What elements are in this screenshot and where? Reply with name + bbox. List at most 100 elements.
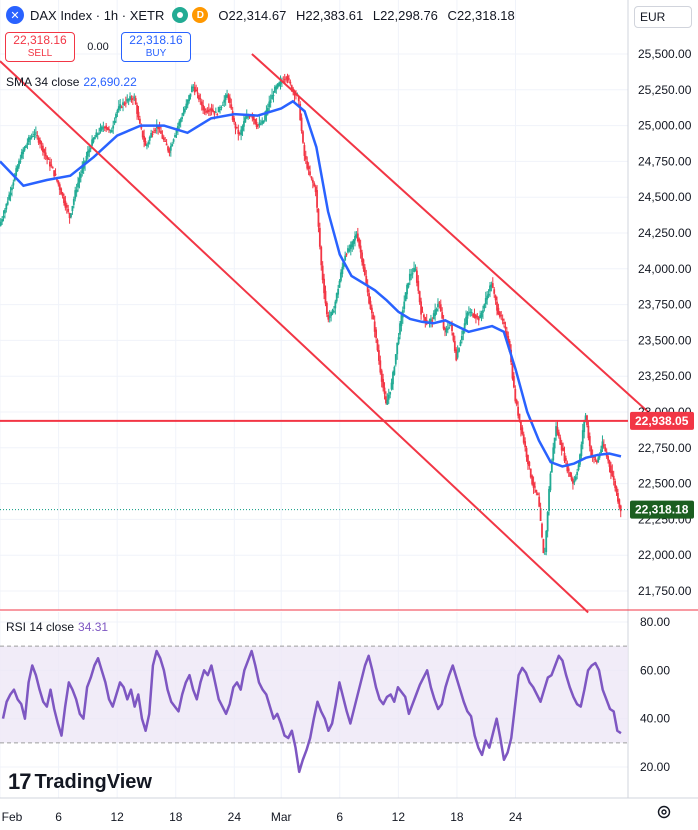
candle-body <box>209 109 212 111</box>
candle-body <box>161 134 164 139</box>
candle-body <box>320 246 323 266</box>
price-tick-label: 24,250.00 <box>638 226 692 240</box>
candle-body <box>595 460 598 463</box>
candle-body <box>441 312 444 319</box>
candle-body <box>609 465 612 473</box>
candle-body <box>525 448 528 458</box>
candle-body <box>49 161 51 167</box>
candle-body <box>259 123 262 125</box>
candle-body <box>217 106 220 113</box>
candle-body <box>199 98 202 100</box>
tradingview-mark-icon: 17 <box>8 769 32 794</box>
candle-body <box>130 98 133 100</box>
candle-body <box>462 328 465 335</box>
candle-body <box>521 427 524 435</box>
rsi-line <box>1 649 622 774</box>
candle-body <box>614 481 617 489</box>
candle-body <box>60 188 63 195</box>
candle-body <box>51 167 54 169</box>
candle-body <box>327 314 330 320</box>
candle-body <box>9 192 12 196</box>
candle-body <box>279 80 282 85</box>
candle-body <box>491 283 494 288</box>
candle-body <box>285 77 288 79</box>
candle-body <box>61 192 64 196</box>
candle-body <box>393 366 396 375</box>
price-tick-label: 24,000.00 <box>638 262 692 276</box>
candle-body <box>182 112 185 116</box>
candle-body <box>500 315 503 317</box>
candle-body <box>338 280 341 288</box>
candle-body <box>214 111 217 113</box>
candle-body <box>497 307 500 315</box>
candle-body <box>186 99 189 106</box>
candle-body <box>85 155 88 161</box>
candle-body <box>531 475 534 485</box>
candle-body <box>290 85 293 91</box>
candle-body <box>124 102 127 104</box>
candle-body <box>379 360 382 373</box>
candle-body <box>619 505 622 512</box>
time-tick-label: 6 <box>55 810 62 824</box>
candle-body <box>536 493 539 495</box>
candle-body <box>212 109 214 112</box>
candle-body <box>321 265 324 281</box>
candle-body <box>369 300 372 310</box>
time-tick-label: 12 <box>110 810 124 824</box>
candle-body <box>399 323 401 335</box>
candle-body <box>344 255 347 261</box>
candle-body <box>466 312 469 319</box>
candle-body <box>196 92 199 94</box>
symbol-title[interactable]: DAX Index · 1h · XETR <box>30 7 165 23</box>
rsi-tick-label: 20.00 <box>640 760 670 774</box>
candle-body <box>157 126 160 130</box>
candle-body <box>487 294 490 296</box>
candle-body <box>503 322 505 324</box>
candle-body <box>44 152 47 157</box>
candle-body <box>64 200 67 208</box>
sell-button[interactable]: 22,318.16 SELL <box>5 32 75 62</box>
candle-body <box>424 317 427 323</box>
candle-body <box>390 382 393 390</box>
sma-line <box>0 99 622 468</box>
candle-body <box>99 127 102 132</box>
rsi-legend[interactable]: RSI 14 close 34.31 <box>6 620 108 634</box>
candle-body <box>612 475 615 480</box>
candle-body <box>583 420 586 433</box>
time-tick-label: 24 <box>509 810 523 824</box>
candle-body <box>559 437 562 445</box>
candle-body <box>382 379 385 388</box>
candle-body <box>126 98 129 102</box>
candle-body <box>529 468 532 478</box>
candle-body <box>545 530 548 553</box>
candle-body <box>342 261 345 268</box>
candle-body <box>254 119 257 124</box>
candle-body <box>162 137 165 141</box>
candle-body <box>383 387 386 394</box>
candle-body <box>302 131 304 143</box>
high-value: 22,383.61 <box>305 7 364 23</box>
candle-body <box>356 233 359 242</box>
candle-body <box>380 370 383 382</box>
candle-body <box>67 208 70 212</box>
candle-body <box>11 187 13 191</box>
candle-body <box>248 116 251 118</box>
candle-body <box>119 104 122 109</box>
spread-value: 0.00 <box>87 41 109 53</box>
candle-body <box>333 311 335 313</box>
candle-body <box>113 120 116 124</box>
tradingview-logo[interactable]: 17 TradingView <box>8 769 152 795</box>
candle-body <box>484 298 487 305</box>
candle-body <box>20 151 23 159</box>
candle-body <box>141 130 144 138</box>
candle-body <box>175 129 178 133</box>
gear-icon[interactable] <box>656 804 672 820</box>
candle-body <box>562 447 564 451</box>
candle-body <box>238 133 241 135</box>
currency-selector[interactable]: EUR <box>634 6 692 28</box>
sma-legend[interactable]: SMA 34 close 22,690.22 <box>6 75 137 89</box>
candle-body <box>148 136 151 141</box>
buy-button[interactable]: 22,318.16 BUY <box>121 32 191 62</box>
candle-body <box>8 194 11 200</box>
